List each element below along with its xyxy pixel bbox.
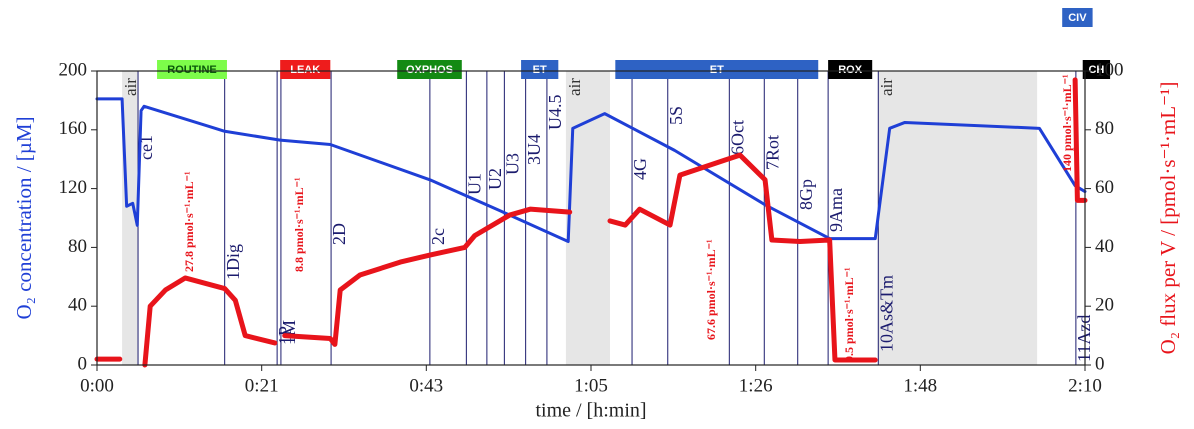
state-label: CH <box>1088 64 1104 76</box>
event-label: 7Rot <box>762 135 782 170</box>
event-label: 5S <box>666 106 686 125</box>
state-box <box>615 60 819 79</box>
region-label: air <box>877 78 896 96</box>
event-label: 9Ama <box>826 188 846 232</box>
flux-annotation: 67.6 pmol·s⁻¹·mL⁻¹ <box>704 239 718 340</box>
state-label: LEAK <box>290 64 320 76</box>
event-label: 10As&Tm <box>876 275 896 352</box>
state-label: ET <box>533 64 547 76</box>
y2-axis-label: O₂ flux per V / [pmol·s⁻¹·mL⁻¹] <box>1156 82 1180 355</box>
state-box <box>521 60 559 79</box>
y-tick-label: 160 <box>59 118 88 139</box>
event-label: 1M <box>279 320 299 345</box>
event-label: U2 <box>485 168 505 190</box>
state-box <box>1082 60 1111 79</box>
flux-annotation: 8.8 pmol·s⁻¹·mL⁻¹ <box>292 177 306 272</box>
event-label: 4G <box>630 158 650 180</box>
state-label: ROX <box>838 64 863 76</box>
region-label: air <box>121 78 140 96</box>
x-tick-label: 0:21 <box>245 375 279 396</box>
event-label: 3U4 <box>524 134 544 165</box>
x-tick-label: 0:00 <box>80 375 114 396</box>
state-box <box>157 60 227 79</box>
flux-trace <box>94 77 1088 368</box>
y2-tick-label: 20 <box>1095 295 1114 316</box>
x-tick-label: 0:43 <box>409 375 443 396</box>
y-tick-label: 200 <box>59 59 88 80</box>
state-label: ET <box>710 64 724 76</box>
state-label: CIV <box>1068 12 1087 24</box>
event-label: U1 <box>464 173 484 195</box>
state-box <box>828 60 873 79</box>
air-region <box>122 71 139 365</box>
y2-tick-label: 60 <box>1095 177 1114 198</box>
state-box <box>1062 8 1093 27</box>
event-label: 2D <box>329 223 349 245</box>
event-label: 8Gp <box>796 179 816 210</box>
event-label: U4.5 <box>545 95 565 131</box>
y-tick-label: 0 <box>78 353 88 374</box>
air-region <box>878 71 1038 365</box>
state-label: ROUTINE <box>167 64 217 76</box>
region-label: air <box>565 78 584 96</box>
flux-annotation: 140 pmol·s⁻¹·mL⁻¹ <box>1060 74 1074 172</box>
event-label: 2c <box>428 228 448 245</box>
x-axis-label: time / [h:min] <box>535 400 646 422</box>
x-tick-label: 2:10 <box>1068 375 1102 396</box>
event-label: 11Azd <box>1074 315 1094 362</box>
state-box <box>280 60 331 79</box>
state-box <box>397 60 462 79</box>
x-tick-label: 1:48 <box>903 375 937 396</box>
y-tick-label: 40 <box>68 295 87 316</box>
y-tick-label: 120 <box>59 177 88 198</box>
event-label: 1Dig <box>223 244 243 280</box>
y2-tick-label: 80 <box>1095 118 1114 139</box>
y2-tick-label: 0 <box>1095 353 1105 374</box>
flux-annotation: 27.8 pmol·s⁻¹·mL⁻¹ <box>182 171 196 272</box>
flux-annotation: 0.5 pmol·s⁻¹·mL⁻¹ <box>842 267 856 362</box>
state-label: OXPHOS <box>406 64 453 76</box>
event-label: 6Oct <box>727 120 747 155</box>
y2-tick-label: 40 <box>1095 236 1114 257</box>
y2-tick-label: 100 <box>1095 59 1124 80</box>
x-tick-label: 1:26 <box>739 375 773 396</box>
y-axis-label: O₂ concentration / [µM] <box>12 116 36 319</box>
concentration-trace <box>95 97 1087 244</box>
x-tick-label: 1:05 <box>574 375 608 396</box>
y-tick-label: 80 <box>68 236 87 257</box>
event-label: U3 <box>502 153 522 175</box>
